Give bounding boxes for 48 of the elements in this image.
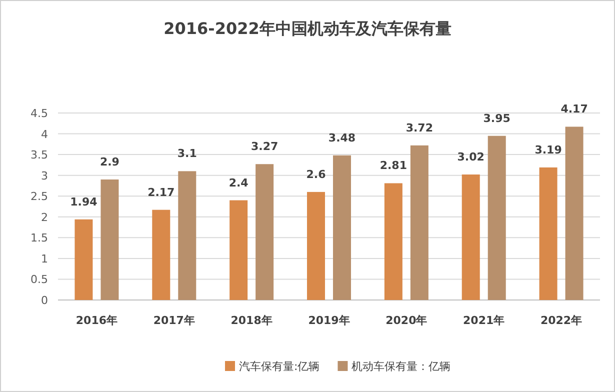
bar [178, 171, 196, 300]
data-label: 2.9 [100, 155, 120, 168]
bar [565, 126, 584, 300]
y-tick-label: 3.5 [30, 148, 48, 162]
y-tick-label: 1 [41, 252, 48, 266]
y-tick-label: 0 [41, 294, 48, 307]
data-label: 3.48 [328, 131, 356, 144]
x-tick-label: 2017年 [153, 314, 195, 327]
bar [384, 183, 402, 300]
data-label: 2.6 [306, 168, 326, 181]
y-tick-label: 0.5 [30, 273, 48, 286]
y-tick-label: 4 [41, 128, 48, 141]
x-tick-label: 2019年 [308, 314, 350, 327]
bar [74, 219, 93, 300]
x-tick-label: 2018年 [230, 314, 272, 327]
y-tick-label: 4.5 [30, 107, 48, 120]
data-label: 2.17 [148, 186, 175, 199]
bar [230, 200, 248, 300]
data-label: 3.27 [251, 140, 278, 154]
bar [307, 192, 325, 300]
y-tick-label: 3 [41, 169, 48, 182]
bar [333, 155, 351, 300]
data-label: 3.1 [177, 147, 197, 160]
legend-label: 机动车保有量：亿辆 [352, 360, 451, 373]
y-tick-label: 2.5 [30, 190, 48, 204]
bar [462, 174, 480, 300]
data-label: 2.4 [228, 176, 249, 190]
data-label: 2.81 [380, 159, 407, 172]
data-label: 4.17 [560, 102, 588, 116]
data-label: 3.72 [406, 121, 433, 134]
bar [539, 167, 558, 300]
bar [410, 145, 428, 300]
chart-title: 2016-2022年中国机动车及汽车保有量 [164, 19, 452, 38]
legend-label: 汽车保有量:亿辆 [239, 360, 320, 373]
data-label: 1.94 [70, 195, 98, 208]
x-tick-label: 2021年 [463, 314, 505, 327]
bar [488, 136, 506, 300]
x-tick-label: 2016年 [76, 314, 118, 327]
bar [100, 179, 119, 300]
x-tick-label: 2022年 [540, 314, 582, 327]
data-label: 3.02 [457, 150, 484, 164]
bar [152, 210, 170, 300]
x-tick-label: 2020年 [386, 314, 428, 327]
bar [256, 164, 274, 300]
data-label: 3.95 [483, 112, 510, 125]
y-tick-label: 1.5 [30, 232, 48, 245]
y-tick-label: 2 [41, 210, 48, 224]
data-label: 3.19 [534, 143, 562, 156]
